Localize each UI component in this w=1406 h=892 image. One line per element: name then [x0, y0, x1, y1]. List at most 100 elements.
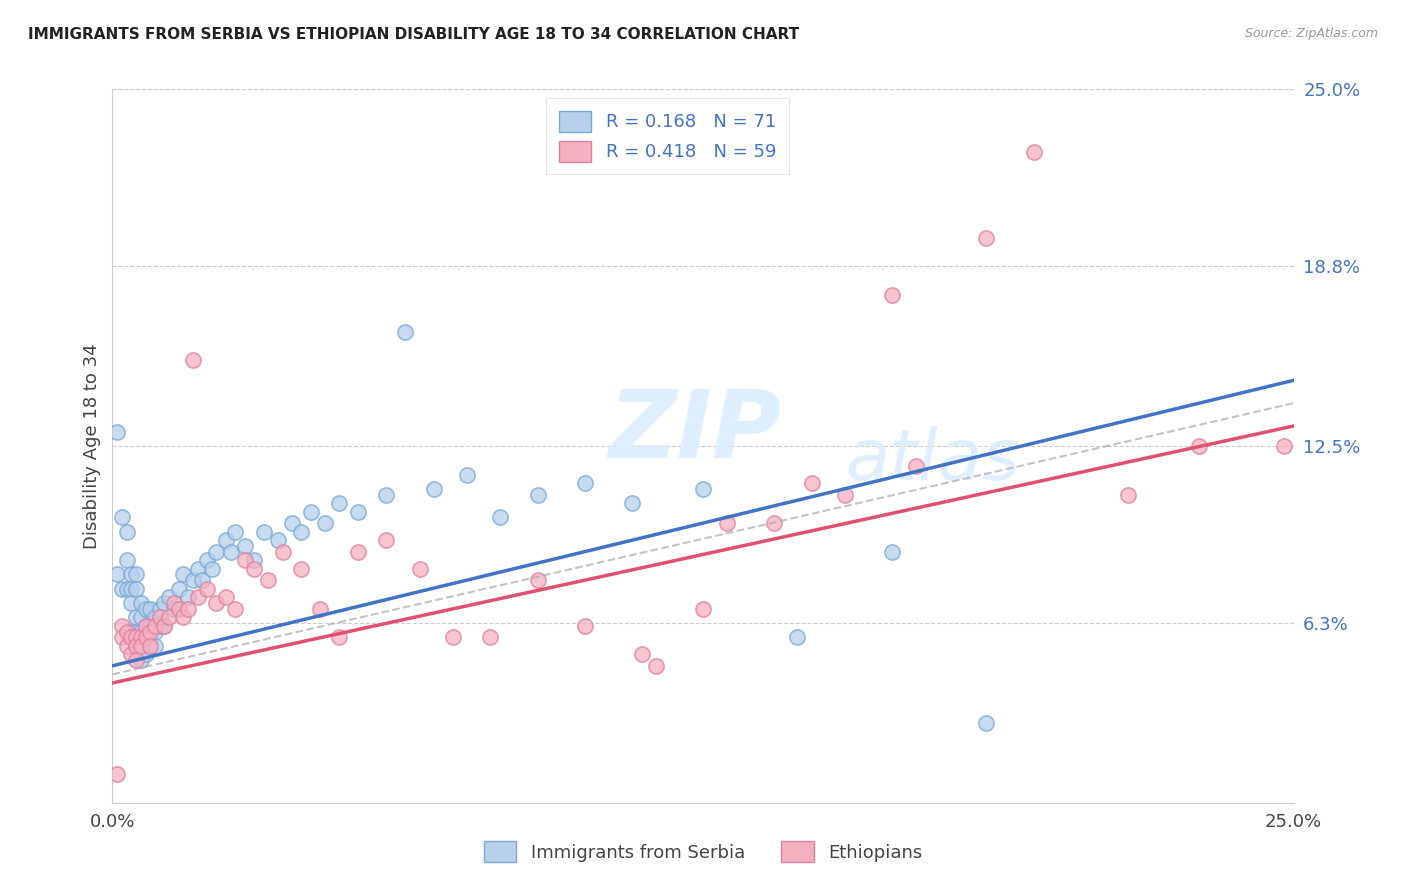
Point [456, 467, 478, 482]
Point [375, 487, 398, 501]
Point [129, 610, 152, 624]
Point [834, 487, 856, 501]
Point [120, 630, 142, 644]
Point [281, 516, 304, 530]
Point [215, 533, 238, 548]
Point [215, 591, 238, 605]
Point [157, 610, 180, 624]
Point [115, 524, 138, 539]
Point [149, 619, 172, 633]
Point [1022, 145, 1045, 159]
Point [408, 562, 430, 576]
Point [129, 639, 152, 653]
Point [115, 639, 138, 653]
Point [644, 658, 666, 673]
Point [394, 325, 416, 339]
Point [125, 630, 148, 644]
Point [1272, 439, 1295, 453]
Point [201, 562, 224, 576]
Point [219, 544, 242, 558]
Point [115, 624, 138, 639]
Point [125, 653, 148, 667]
Point [135, 630, 157, 644]
Point [139, 619, 162, 633]
Point [153, 619, 176, 633]
Point [290, 524, 312, 539]
Point [328, 630, 350, 644]
Point [205, 596, 228, 610]
Legend: R = 0.168   N = 71, R = 0.418   N = 59: R = 0.168 N = 71, R = 0.418 N = 59 [546, 98, 789, 174]
Point [111, 582, 134, 596]
Point [347, 544, 370, 558]
Point [143, 610, 166, 624]
Point [621, 496, 644, 510]
Point [129, 596, 152, 610]
Point [880, 544, 903, 558]
Point [120, 624, 142, 639]
Point [115, 582, 138, 596]
Point [177, 601, 200, 615]
Point [375, 533, 398, 548]
Legend: Immigrants from Serbia, Ethiopians: Immigrants from Serbia, Ethiopians [477, 834, 929, 870]
Point [153, 596, 176, 610]
Point [233, 539, 256, 553]
Point [153, 619, 176, 633]
Point [157, 591, 180, 605]
Point [120, 567, 142, 582]
Point [129, 653, 152, 667]
Point [692, 601, 714, 615]
Point [479, 630, 502, 644]
Text: Source: ZipAtlas.com: Source: ZipAtlas.com [1244, 27, 1378, 40]
Point [172, 610, 194, 624]
Point [880, 287, 903, 301]
Point [135, 648, 157, 662]
Point [163, 596, 186, 610]
Point [800, 476, 823, 491]
Text: atlas: atlas [845, 425, 1019, 495]
Point [105, 567, 128, 582]
Point [271, 544, 294, 558]
Point [120, 582, 142, 596]
Point [574, 619, 596, 633]
Point [233, 553, 256, 567]
Point [186, 562, 208, 576]
Point [120, 648, 142, 662]
Point [135, 619, 157, 633]
Point [692, 482, 714, 496]
Point [347, 505, 370, 519]
Point [314, 516, 336, 530]
Point [163, 601, 186, 615]
Point [299, 505, 322, 519]
Point [422, 482, 444, 496]
Point [904, 458, 927, 473]
Point [762, 516, 785, 530]
Point [125, 582, 148, 596]
Point [139, 601, 162, 615]
Point [630, 648, 652, 662]
Point [205, 544, 228, 558]
Point [143, 619, 166, 633]
Point [976, 230, 998, 244]
Point [125, 639, 148, 653]
Point [976, 715, 998, 730]
Point [139, 639, 162, 653]
Point [224, 524, 246, 539]
Point [105, 767, 128, 781]
Point [129, 630, 152, 644]
Point [1116, 487, 1139, 501]
Point [191, 573, 214, 587]
Point [111, 510, 134, 524]
Point [111, 619, 134, 633]
Point [143, 624, 166, 639]
Point [186, 591, 208, 605]
Point [716, 516, 738, 530]
Point [135, 601, 157, 615]
Point [135, 619, 157, 633]
Point [328, 496, 350, 510]
Point [149, 601, 172, 615]
Point [172, 567, 194, 582]
Point [120, 596, 142, 610]
Point [574, 476, 596, 491]
Point [181, 353, 204, 368]
Point [167, 582, 190, 596]
